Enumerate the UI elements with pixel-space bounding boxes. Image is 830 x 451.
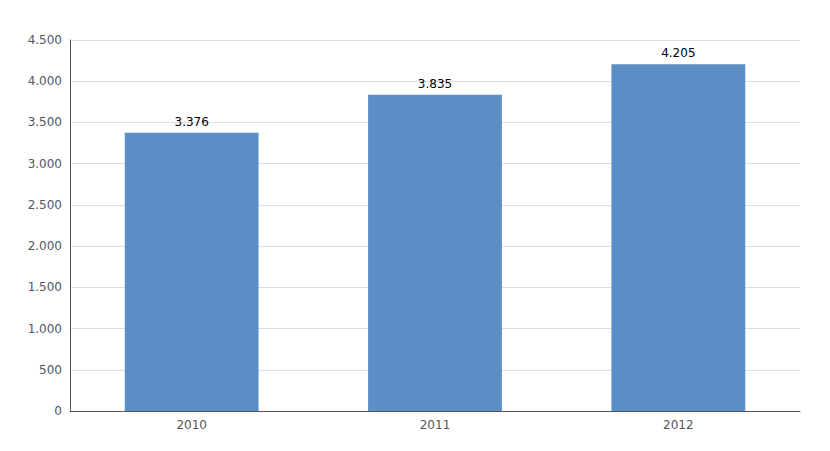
svg-text:1.000: 1.000 <box>28 322 62 336</box>
svg-text:4.000: 4.000 <box>28 74 62 88</box>
svg-text:2010: 2010 <box>176 418 207 432</box>
svg-text:1.500: 1.500 <box>28 280 62 294</box>
svg-text:3.500: 3.500 <box>28 115 62 129</box>
svg-text:2.500: 2.500 <box>28 198 62 212</box>
svg-text:0: 0 <box>54 404 62 418</box>
svg-text:500: 500 <box>39 363 62 377</box>
svg-text:3.376: 3.376 <box>174 115 208 129</box>
svg-text:4.205: 4.205 <box>661 46 695 60</box>
svg-text:3.000: 3.000 <box>28 157 62 171</box>
svg-text:2012: 2012 <box>663 418 694 432</box>
svg-text:2.000: 2.000 <box>28 239 62 253</box>
svg-text:3.835: 3.835 <box>418 77 452 91</box>
svg-text:2011: 2011 <box>420 418 451 432</box>
svg-text:4.500: 4.500 <box>28 33 62 47</box>
